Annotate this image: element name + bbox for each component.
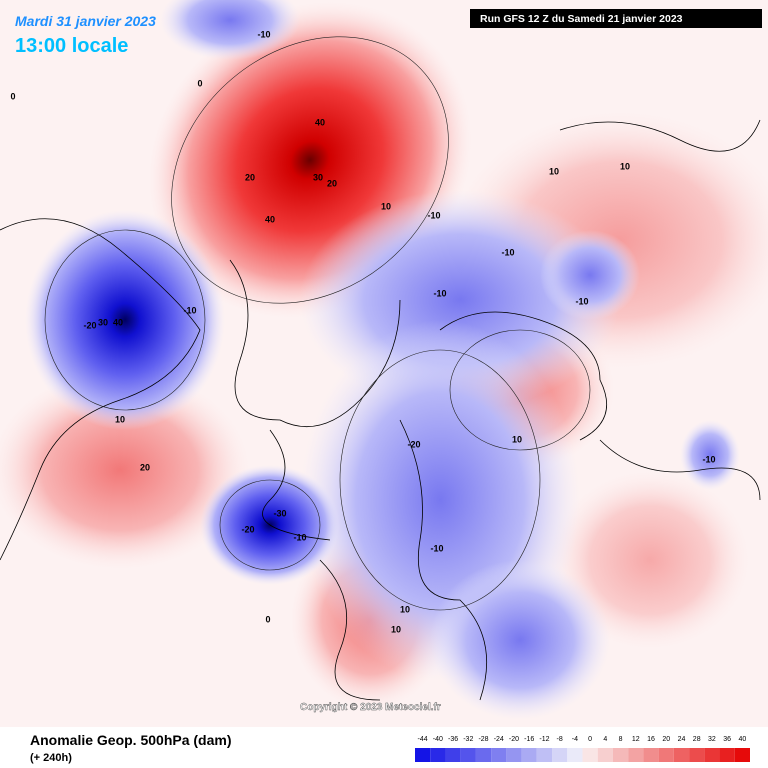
colorbar-swatch — [673, 748, 690, 762]
contour-label: 40 — [113, 317, 123, 327]
run-box — [470, 9, 762, 28]
contours — [44, 36, 591, 611]
colorbar-label: -24 — [494, 736, 504, 743]
colorbar-label: -44 — [418, 736, 428, 743]
colorbar-label: 16 — [647, 736, 655, 743]
contour-label: 0 — [10, 91, 15, 101]
colorbar-swatch — [415, 748, 431, 762]
contour-label: 10 — [400, 604, 410, 614]
colorbar-swatch — [719, 748, 735, 762]
colorbar-label: -4 — [572, 736, 578, 743]
colorbar-swatch — [536, 748, 553, 762]
contour-label: 20 — [327, 178, 337, 188]
colorbar-swatch — [506, 748, 522, 762]
colorbar-label: 28 — [693, 736, 701, 743]
colorbar-swatch — [689, 748, 705, 762]
colorbar-label: 0 — [588, 736, 592, 743]
colorbar-swatch — [460, 748, 476, 762]
colorbar-swatch — [643, 748, 659, 762]
colorbar-swatch — [567, 748, 583, 762]
colorbar-label: 8 — [619, 736, 623, 743]
colorbar-swatch — [445, 748, 461, 762]
contour-label: -10 — [430, 543, 443, 553]
colorbar-label: -20 — [509, 736, 519, 743]
contour-label: -10 — [702, 454, 715, 464]
colorbar-label: -32 — [463, 736, 473, 743]
colorbar-label: 32 — [708, 736, 716, 743]
contour-label: -10 — [293, 532, 306, 542]
contour-label: 10 — [381, 201, 391, 211]
colorbar-swatch — [628, 748, 644, 762]
colorbar-label: -12 — [539, 736, 549, 743]
contour-label: 30 — [313, 172, 323, 182]
colorbar-label: 36 — [723, 736, 731, 743]
colorbar-swatch — [704, 748, 720, 762]
footer-lead: (+ 240h) — [30, 752, 72, 764]
contour-label: 40 — [315, 117, 325, 127]
colorbar-label: -36 — [448, 736, 458, 743]
footer-title: Anomalie Geop. 500hPa (dam) — [30, 732, 232, 748]
colorbar-label: -40 — [433, 736, 443, 743]
colorbar-swatch — [597, 748, 613, 762]
contour-label: 10 — [115, 414, 125, 424]
colorbar-swatch — [552, 748, 568, 762]
anomaly-fields — [0, 0, 768, 720]
contour-label: -20 — [83, 320, 96, 330]
colorbar-label: -8 — [557, 736, 563, 743]
time: 13:00 locale — [15, 35, 128, 57]
colorbar-swatch — [430, 748, 446, 762]
colorbar-swatch — [491, 748, 507, 762]
contour-label: 10 — [391, 624, 401, 634]
colorbar-label: -28 — [478, 736, 488, 743]
contour-label: -10 — [575, 296, 588, 306]
run-info: Run GFS 12 Z du Samedi 21 janvier 2023 — [480, 13, 683, 25]
contour-label: -10 — [257, 29, 270, 39]
contour-label: -10 — [427, 210, 440, 220]
colorbar-swatch — [612, 748, 629, 762]
contour-label: -20 — [241, 524, 254, 534]
contour-label: 10 — [620, 161, 630, 171]
contour-label: -10 — [433, 288, 446, 298]
contour-label: -10 — [183, 305, 196, 315]
colorbar-swatch — [521, 748, 537, 762]
contour-label: 0 — [265, 614, 270, 624]
colorbar-label: 12 — [632, 736, 640, 743]
contour-label: 0 — [197, 78, 202, 88]
colorbar-swatch — [475, 748, 492, 762]
date: Mardi 31 janvier 2023 — [15, 13, 156, 29]
contour-label: -20 — [407, 439, 420, 449]
coastlines — [0, 119, 761, 701]
colorbar-label: 40 — [738, 736, 746, 743]
colorbar-label: 24 — [678, 736, 686, 743]
colorbar-swatch — [658, 748, 674, 762]
colorbar-swatch — [734, 748, 750, 762]
colorbar-swatch — [582, 748, 598, 762]
contour-label: -30 — [273, 508, 286, 518]
contour-label: -10 — [501, 247, 514, 257]
contour-label: 20 — [140, 462, 150, 472]
contour-label: 10 — [549, 166, 559, 176]
colorbar-label: 4 — [603, 736, 607, 743]
contour-label: 40 — [265, 214, 275, 224]
colorbar-label: 20 — [662, 736, 670, 743]
contour-label: 10 — [512, 434, 522, 444]
colorbar-label: -16 — [524, 736, 534, 743]
copyright: Copyright © 2023 Meteociel.fr — [300, 702, 441, 713]
contour-label: 30 — [98, 317, 108, 327]
colorbar: -44 -40 -36 -32 -28 -24 -20 -16 -12 -8 -4 0 4 8 12 16 20… — [415, 736, 750, 762]
contour-label: 20 — [245, 172, 255, 182]
